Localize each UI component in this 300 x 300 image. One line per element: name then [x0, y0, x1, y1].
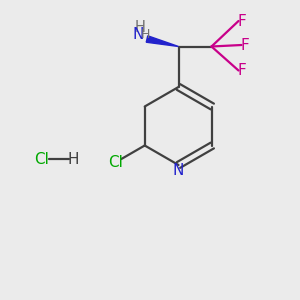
Text: H: H [135, 20, 146, 35]
Text: N: N [132, 27, 144, 42]
Text: Cl: Cl [109, 154, 123, 169]
Text: H: H [68, 152, 79, 166]
Text: N: N [173, 163, 184, 178]
Polygon shape [146, 36, 178, 46]
Text: Cl: Cl [34, 152, 50, 166]
Text: F: F [238, 63, 247, 78]
Text: F: F [241, 38, 250, 52]
Text: F: F [238, 14, 247, 28]
Text: H: H [141, 28, 150, 41]
